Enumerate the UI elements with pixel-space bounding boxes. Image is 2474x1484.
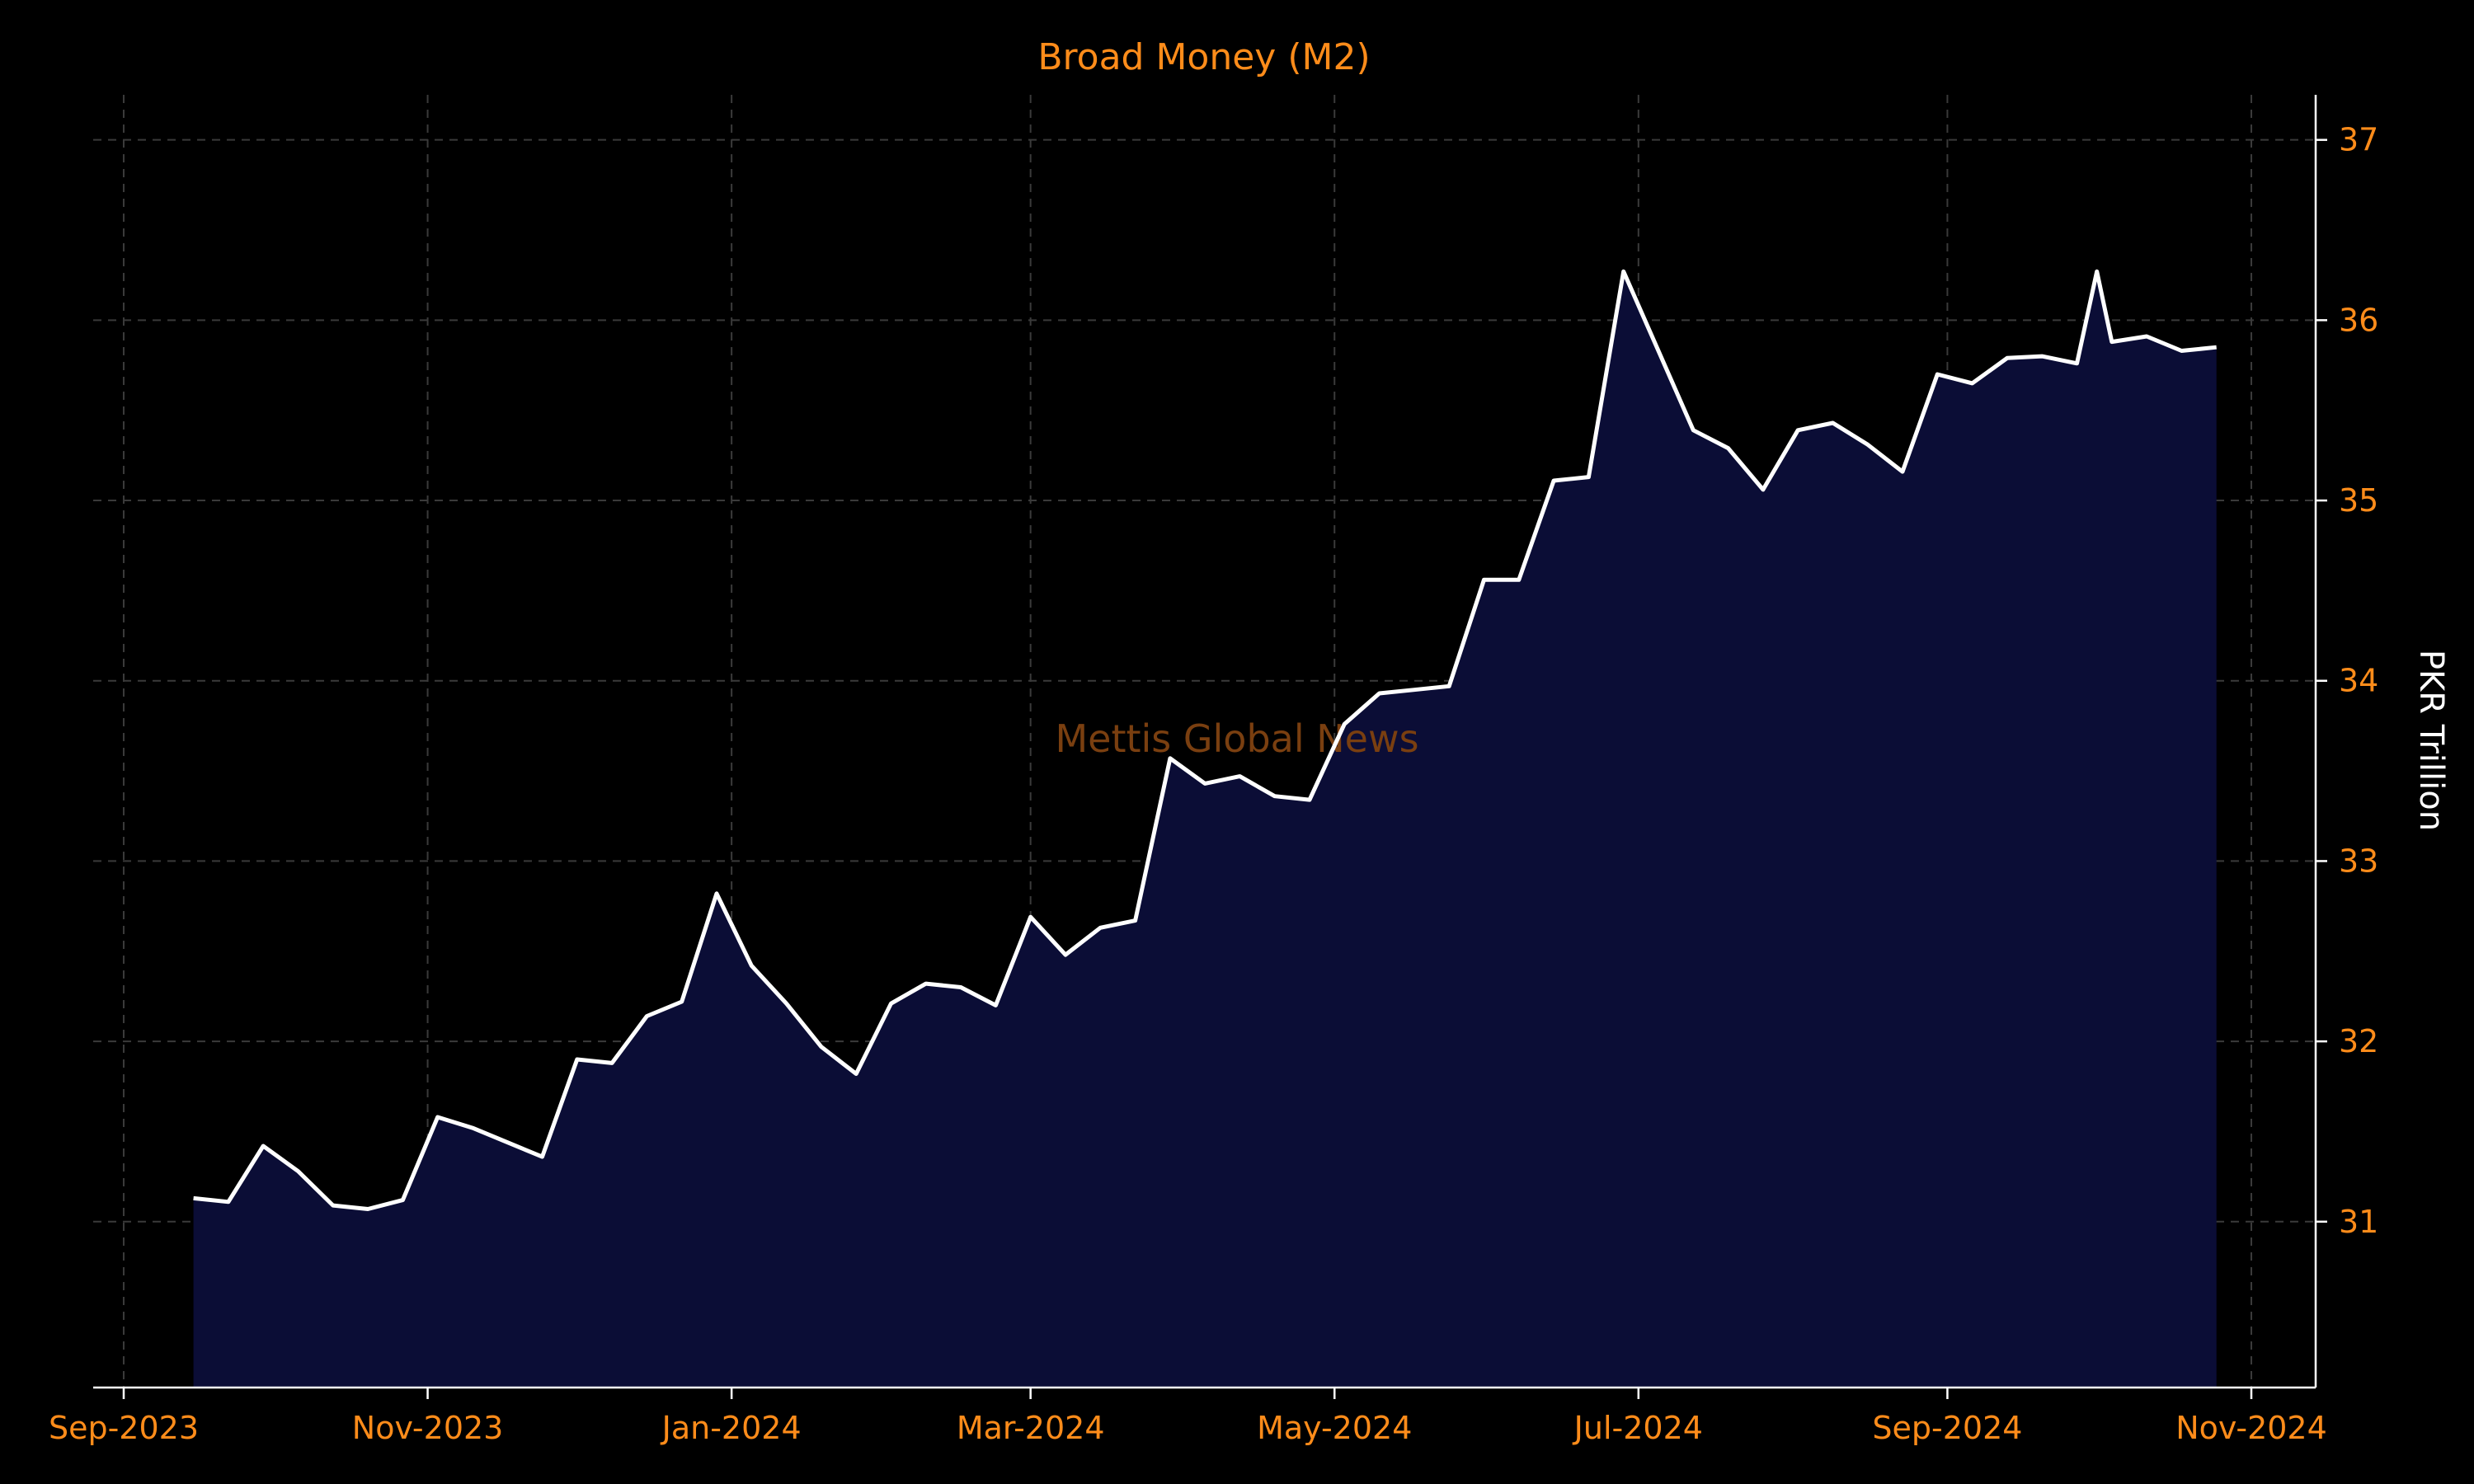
data-point bbox=[1133, 918, 1138, 923]
y-tick-label: 31 bbox=[2339, 1204, 2378, 1240]
data-point bbox=[1900, 469, 1905, 474]
data-point bbox=[1412, 688, 1417, 693]
x-tick-label: Jan-2024 bbox=[661, 1410, 802, 1446]
data-point bbox=[226, 1200, 231, 1205]
data-point bbox=[1865, 442, 1870, 447]
data-point bbox=[1831, 420, 1836, 425]
data-point bbox=[1377, 691, 1382, 696]
y-axis-label: PKR Trillion bbox=[2412, 650, 2450, 831]
data-point bbox=[1621, 269, 1626, 274]
x-tick-label: Sep-2024 bbox=[1872, 1410, 2022, 1446]
y-axis-ticks: 31 32 33 34 35 36 37 bbox=[2316, 122, 2378, 1240]
x-tick-label: Mar-2024 bbox=[957, 1410, 1105, 1446]
watermark-text: Mettis Global News bbox=[1055, 716, 1418, 761]
data-point bbox=[1761, 487, 1766, 492]
data-point bbox=[1098, 925, 1103, 930]
data-point bbox=[575, 1057, 580, 1062]
data-point bbox=[1726, 446, 1731, 451]
data-point bbox=[889, 1001, 894, 1006]
data-point bbox=[1446, 683, 1451, 688]
data-point bbox=[1517, 577, 1522, 582]
data-point bbox=[784, 1001, 789, 1006]
data-point bbox=[958, 985, 963, 990]
data-point bbox=[2005, 355, 2010, 360]
data-point bbox=[749, 963, 754, 968]
data-point bbox=[1656, 349, 1661, 354]
data-point bbox=[2214, 345, 2219, 350]
data-point bbox=[2109, 340, 2114, 345]
data-point bbox=[1307, 797, 1312, 802]
data-point bbox=[261, 1144, 266, 1148]
data-point bbox=[505, 1140, 510, 1145]
data-point bbox=[1342, 721, 1347, 726]
data-point bbox=[1482, 577, 1487, 582]
data-point bbox=[819, 1045, 824, 1050]
data-point bbox=[296, 1169, 301, 1174]
data-point bbox=[1551, 478, 1556, 483]
data-point bbox=[470, 1125, 475, 1130]
data-point bbox=[1063, 952, 1068, 957]
data-point bbox=[331, 1203, 336, 1208]
data-point bbox=[1272, 794, 1277, 799]
data-point bbox=[993, 1003, 998, 1007]
data-point bbox=[854, 1072, 858, 1077]
y-tick-label: 34 bbox=[2339, 663, 2378, 699]
y-tick-label: 35 bbox=[2339, 482, 2378, 519]
x-tick-label: Sep-2023 bbox=[49, 1410, 199, 1446]
data-point bbox=[400, 1198, 405, 1203]
data-point bbox=[714, 891, 719, 896]
data-point bbox=[680, 999, 684, 1004]
x-tick-label: Jul-2024 bbox=[1573, 1410, 1703, 1446]
data-point bbox=[1586, 475, 1591, 480]
data-point bbox=[2095, 269, 2100, 274]
x-tick-label: May-2024 bbox=[1257, 1410, 1412, 1446]
data-point bbox=[1795, 428, 1800, 433]
y-tick-label: 33 bbox=[2339, 843, 2378, 879]
data-point bbox=[2039, 354, 2044, 359]
data-point bbox=[2144, 334, 2149, 339]
data-point bbox=[2179, 349, 2184, 354]
data-point bbox=[435, 1115, 440, 1120]
data-point bbox=[1237, 774, 1242, 779]
series-line bbox=[193, 269, 2217, 1211]
data-point bbox=[1202, 781, 1207, 786]
data-point bbox=[1691, 428, 1696, 433]
data-point bbox=[540, 1154, 545, 1159]
data-point bbox=[365, 1207, 370, 1212]
x-tick-label: Nov-2023 bbox=[352, 1410, 504, 1446]
data-point bbox=[1935, 372, 1940, 377]
series-area-fill bbox=[193, 271, 2217, 1388]
data-point bbox=[191, 1195, 196, 1200]
chart-title: Broad Money (M2) bbox=[1037, 36, 1370, 78]
data-point bbox=[924, 981, 929, 986]
x-axis-ticks: Sep-2023 Nov-2023 Jan-2024 Mar-2024 May-2024… bbox=[49, 1388, 2327, 1446]
y-tick-label: 37 bbox=[2339, 122, 2378, 158]
data-point bbox=[1168, 756, 1173, 761]
y-tick-label: 36 bbox=[2339, 302, 2378, 338]
data-point bbox=[644, 1014, 649, 1019]
x-tick-label: Nov-2024 bbox=[2175, 1410, 2327, 1446]
data-point bbox=[2075, 361, 2080, 366]
data-point bbox=[609, 1060, 614, 1065]
data-point bbox=[1970, 381, 1975, 386]
y-tick-label: 32 bbox=[2339, 1023, 2378, 1059]
data-point bbox=[1028, 914, 1033, 919]
